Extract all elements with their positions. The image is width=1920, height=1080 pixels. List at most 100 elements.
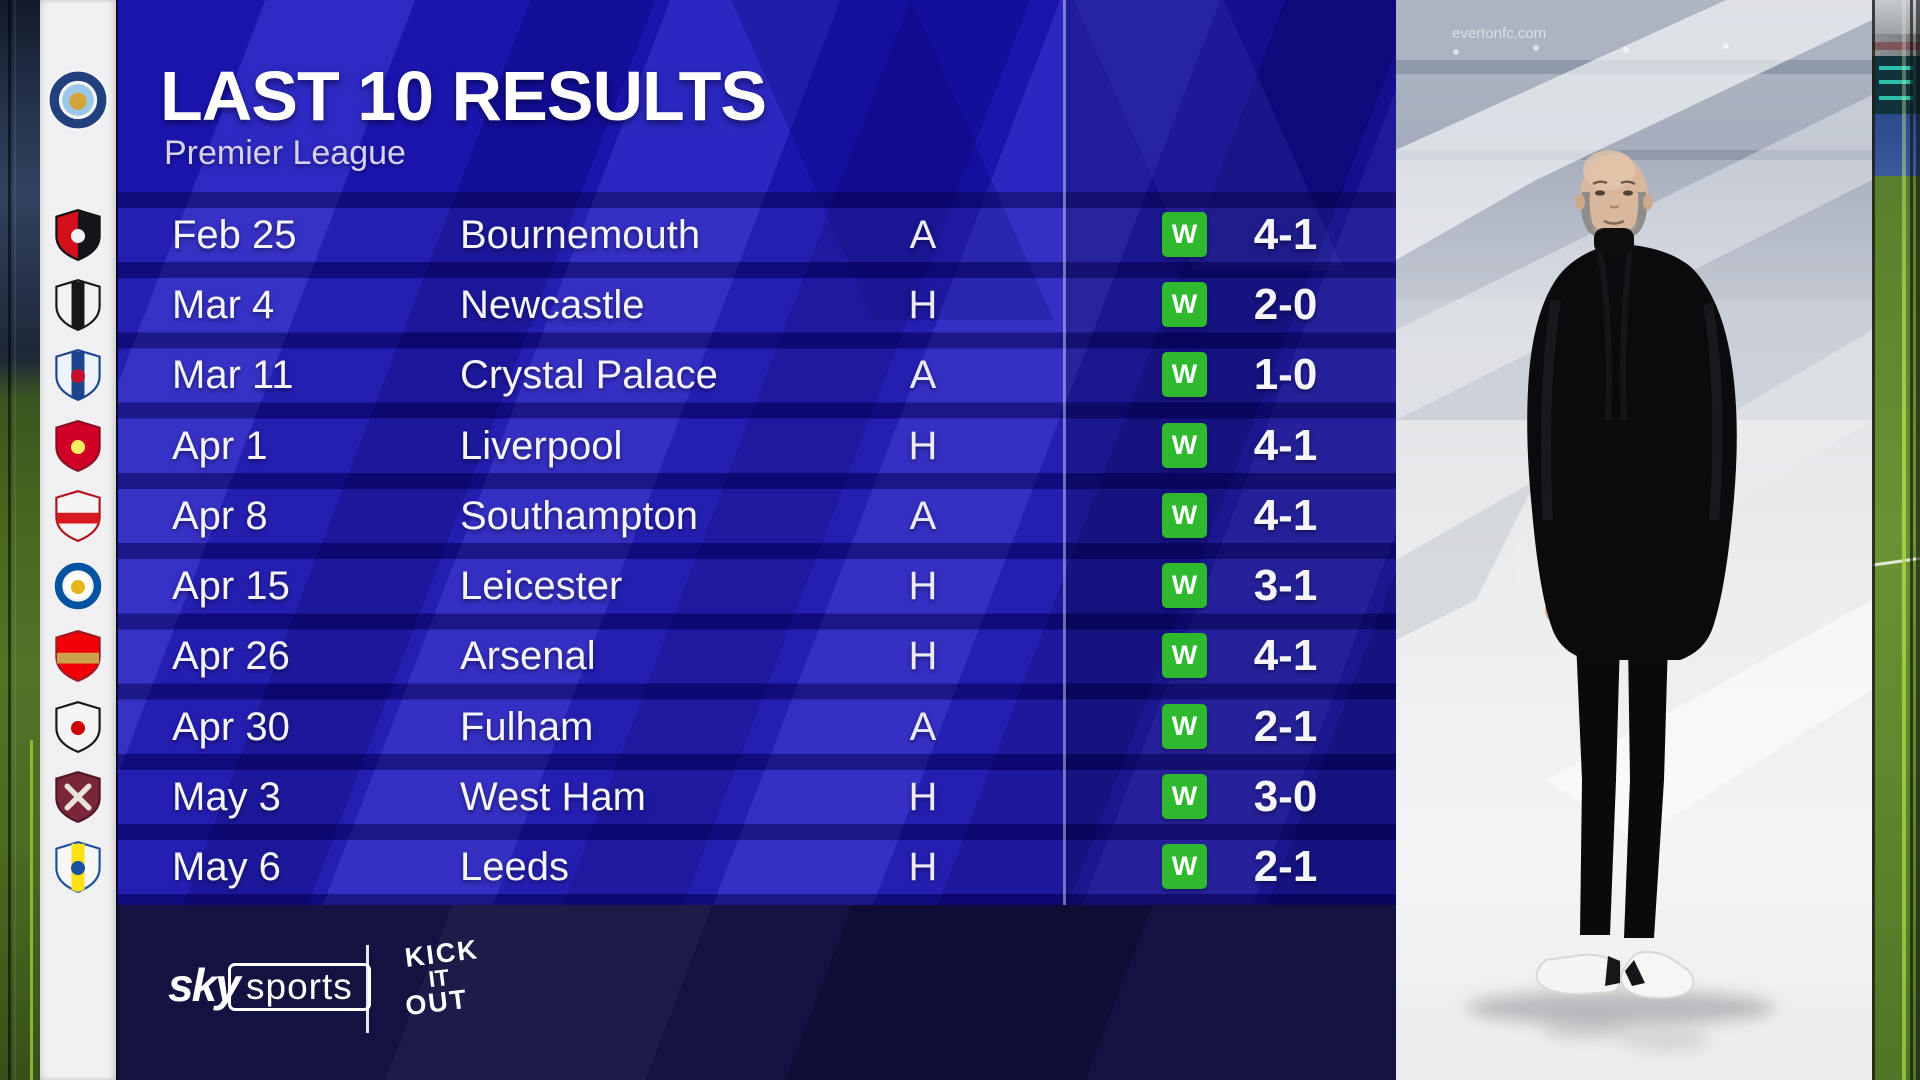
southampton-badge xyxy=(51,489,105,543)
result-row-4: Apr 1 Liverpool H W 4-1 xyxy=(118,419,1396,473)
opponent-name: Southampton xyxy=(460,493,698,538)
match-date: Apr 8 xyxy=(172,493,268,538)
match-date: Apr 1 xyxy=(172,423,268,468)
result-badge: W xyxy=(1162,282,1207,328)
scoreboard-text-line xyxy=(1879,66,1913,70)
turtleneck-collar xyxy=(1594,228,1634,254)
footer-chevron-dark xyxy=(760,905,1176,1080)
video-frame-line xyxy=(1872,0,1875,1080)
sneaker-left xyxy=(1535,953,1621,996)
result-badge: W xyxy=(1162,422,1207,468)
opponent-name: Fulham xyxy=(460,704,594,749)
opponent-name: Crystal Palace xyxy=(460,353,718,398)
result-badge: W xyxy=(1162,633,1207,679)
score-column-shade xyxy=(1065,0,1396,905)
page-title: LAST 10 RESULTS xyxy=(160,57,767,135)
venue-indicator: A xyxy=(909,213,937,257)
opponent-name: Bournemouth xyxy=(460,213,701,257)
crystal-palace-badge xyxy=(51,348,105,402)
match-date: Mar 11 xyxy=(172,353,294,398)
liverpool-badge xyxy=(51,419,105,473)
match-score: 3-1 xyxy=(1253,561,1318,611)
match-date: Feb 25 xyxy=(172,213,297,257)
venue-indicator: H xyxy=(908,844,938,889)
opponent-name: Newcastle xyxy=(460,283,645,328)
match-score: 1-0 xyxy=(1253,350,1318,400)
result-badge: W xyxy=(1162,703,1207,749)
video-left-post xyxy=(8,0,11,1080)
manager-photo-illustration: evertonfc.com xyxy=(1396,0,1872,1050)
fulham-badge xyxy=(51,700,105,754)
video-left-glare xyxy=(14,0,16,1080)
results-panel: LAST 10 RESULTS Premier League Feb 25 Bo… xyxy=(118,0,1396,1080)
match-score: 4-1 xyxy=(1253,420,1318,470)
result-row-1: Feb 25 Bournemouth A W 4-1 xyxy=(118,208,1396,262)
score-column-divider xyxy=(1063,0,1066,905)
result-row-9: May 3 West Ham H W 3-0 xyxy=(118,770,1396,824)
match-date: Apr 15 xyxy=(172,564,290,609)
sky-sports-wordbox: sports xyxy=(228,963,371,1011)
venue-indicator: A xyxy=(909,493,937,538)
venue-indicator: H xyxy=(908,564,938,609)
match-score: 2-0 xyxy=(1253,280,1318,330)
bournemouth-badge xyxy=(51,208,105,262)
footer-bar: sky sports KICK IT OUT xyxy=(118,905,1396,1080)
results-table: Feb 25 Bournemouth A W 4-1 Mar 4 Newcast… xyxy=(118,0,1396,910)
background-video-left xyxy=(0,0,40,1080)
competition-subtitle: Premier League xyxy=(164,134,406,172)
match-date: Apr 30 xyxy=(172,704,290,749)
result-badge: W xyxy=(1162,352,1207,398)
scoreboard-text-line xyxy=(1879,80,1913,84)
opponent-name: Arsenal xyxy=(460,634,596,679)
venue-indicator: H xyxy=(908,283,938,328)
leeds-badge xyxy=(51,840,105,894)
west-ham-badge xyxy=(51,770,105,824)
video-frame-edge xyxy=(1916,0,1920,1080)
stadium-watermark: evertonfc.com xyxy=(1452,25,1546,42)
match-score: 4-1 xyxy=(1253,210,1318,259)
video-frame-line xyxy=(1910,0,1913,1080)
venue-indicator: A xyxy=(909,704,937,749)
video-stand-accent xyxy=(1872,42,1920,50)
venue-indicator: H xyxy=(908,423,938,468)
match-score: 4-1 xyxy=(1253,631,1318,681)
arsenal-badge xyxy=(51,629,105,683)
team-badge-column xyxy=(40,0,116,1080)
manchester-city-badge xyxy=(45,67,111,133)
manager-torso xyxy=(1527,244,1737,660)
floor-shadow xyxy=(1466,991,1776,1025)
background-video-right xyxy=(1872,0,1920,1080)
result-badge: W xyxy=(1162,212,1207,257)
result-row-3: Mar 11 Crystal Palace A W 1-0 xyxy=(118,348,1396,402)
opponent-name: Liverpool xyxy=(460,423,623,468)
chevron-overlay xyxy=(1546,600,1872,840)
manager-photo-panel: evertonfc.com xyxy=(1396,0,1872,1080)
result-badge: W xyxy=(1162,492,1207,538)
result-row-8: Apr 30 Fulham A W 2-1 xyxy=(118,700,1396,754)
kick-it-out-logo: KICK IT OUT xyxy=(389,934,492,1040)
opponent-name: Leicester xyxy=(460,564,623,609)
sneaker-right xyxy=(1620,951,1695,1000)
chevron-overlay xyxy=(1396,480,1536,640)
opponent-name: Leeds xyxy=(460,844,569,889)
match-date: May 6 xyxy=(172,844,281,889)
video-left-pitch-line xyxy=(30,740,33,1080)
venue-indicator: H xyxy=(908,634,938,679)
match-date: Mar 4 xyxy=(172,283,275,328)
newcastle-badge xyxy=(51,278,105,332)
result-row-2: Mar 4 Newcastle H W 2-0 xyxy=(118,278,1396,332)
result-badge: W xyxy=(1162,563,1207,609)
chevron-overlay xyxy=(1396,0,1872,260)
result-row-6: Apr 15 Leicester H W 3-1 xyxy=(118,559,1396,613)
result-row-7: Apr 26 Arsenal H W 4-1 xyxy=(118,629,1396,683)
leicester-badge xyxy=(51,559,105,613)
scoreboard-text-line xyxy=(1879,96,1913,100)
manager-figure xyxy=(1527,150,1737,1000)
logo-separator xyxy=(366,945,369,1033)
venue-indicator: A xyxy=(909,353,937,398)
opponent-name: West Ham xyxy=(460,774,646,819)
result-badge: W xyxy=(1162,773,1207,819)
match-score: 2-1 xyxy=(1253,701,1318,751)
video-highlight-line xyxy=(1902,0,1906,1080)
